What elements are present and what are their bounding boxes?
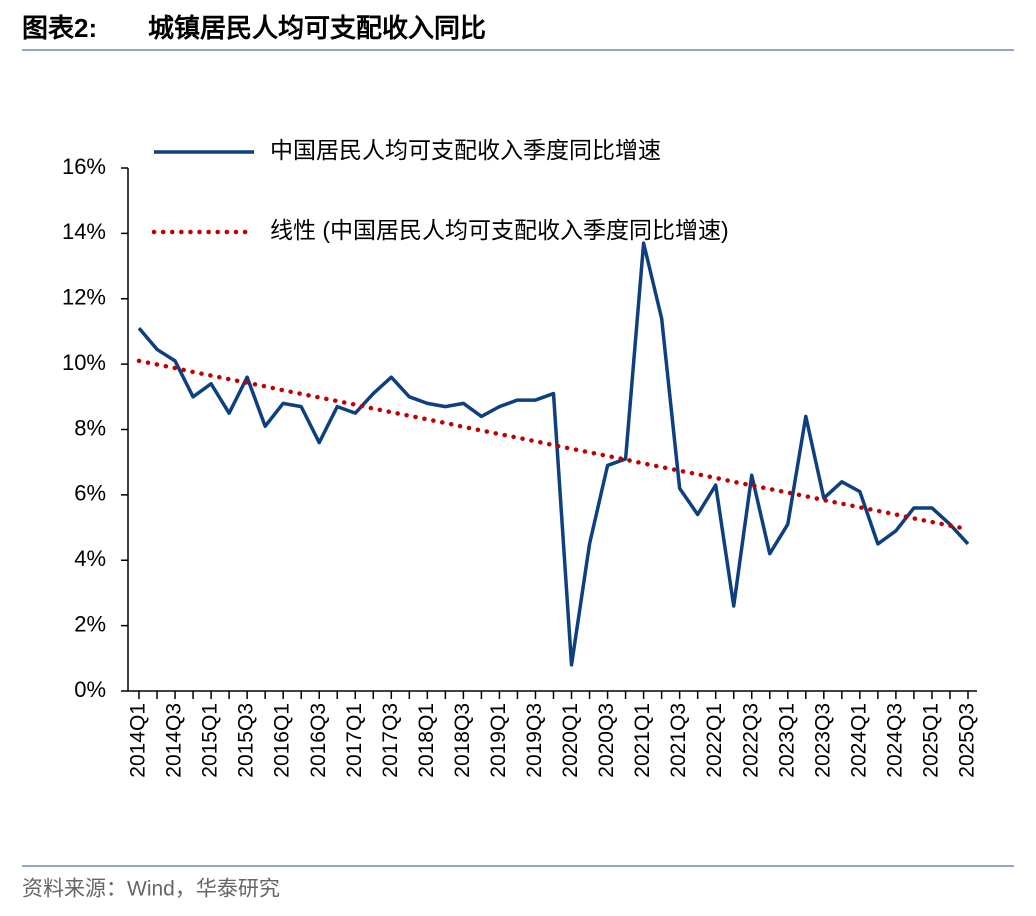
y-tick-label: 16% [62,154,106,179]
x-tick-label: 2024Q1 [847,703,870,778]
series-line [137,241,970,667]
x-tick-label: 2020Q3 [595,703,618,778]
y-tick-label: 12% [62,285,106,310]
x-tick-label: 2022Q1 [703,703,726,778]
x-tick-label: 2020Q1 [559,703,582,778]
x-tick-label: 2019Q1 [487,703,510,778]
x-tick-label: 2015Q3 [235,703,258,778]
figure-label: 图表2: [22,13,97,43]
x-tick-label: 2023Q1 [775,703,798,778]
x-tick-label: 2024Q3 [883,703,906,778]
chart-title: 城镇居民人均可支配收入同比 [148,13,486,43]
x-tick-label: 2023Q3 [811,703,834,778]
x-tick-label: 2017Q1 [343,703,366,778]
source-note: 资料来源：Wind，华泰研究 [22,878,280,901]
x-tick-label: 2017Q3 [379,703,402,778]
legend-label: 线性 (中国居民人均可支配收入季度同比增速) [270,217,729,243]
x-tick-label: 2015Q1 [199,703,222,778]
x-tick-label: 2021Q1 [631,703,654,778]
x-tick-label: 2016Q3 [307,703,330,778]
y-tick-label: 8% [74,415,106,440]
y-tick-label: 14% [62,219,106,244]
y-tick-label: 4% [74,546,106,571]
x-tick-label: 2016Q1 [271,703,294,778]
x-tick-label: 2025Q1 [919,703,942,778]
series-line [136,358,971,532]
y-tick-label: 0% [74,677,106,702]
y-tick-label: 6% [74,481,106,506]
x-tick-label: 2019Q3 [523,703,546,778]
x-tick-label: 2022Q3 [739,703,762,778]
x-tick-label: 2025Q3 [956,703,979,778]
x-tick-label: 2021Q3 [667,703,690,778]
x-tick-label: 2014Q1 [127,703,150,778]
x-tick-label: 2018Q3 [451,703,474,778]
legend-label: 中国居民人均可支配收入季度同比增速 [270,137,661,163]
y-tick-label: 10% [62,350,106,375]
x-tick-label: 2014Q3 [163,703,186,778]
y-tick-label: 2% [74,611,106,636]
x-tick-label: 2018Q1 [415,703,438,778]
